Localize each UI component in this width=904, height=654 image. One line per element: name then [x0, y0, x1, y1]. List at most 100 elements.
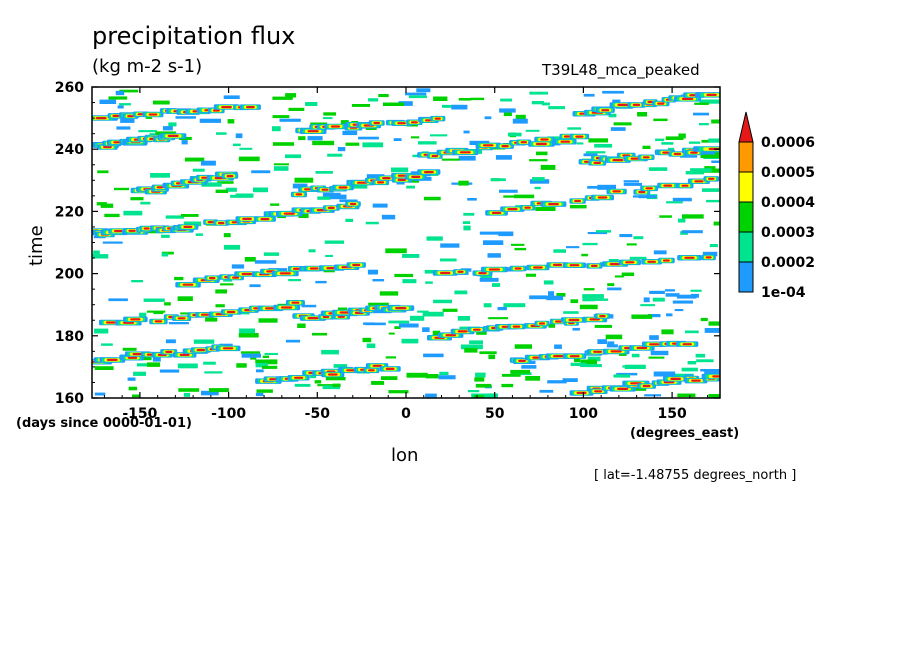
field-feature [593, 350, 602, 353]
field-speckle [292, 183, 308, 189]
field-speckle [422, 311, 444, 317]
field-speckle [193, 339, 215, 344]
field-speckle [394, 273, 414, 278]
field-speckle [301, 304, 317, 308]
field-feature [269, 378, 278, 381]
field-feature [553, 355, 564, 358]
field-speckle [626, 243, 637, 246]
field-speckle [216, 132, 227, 135]
field-speckle [101, 343, 113, 346]
field-speckle [483, 240, 504, 245]
field-speckle [529, 295, 548, 300]
field-speckle [288, 279, 301, 282]
field-speckle [165, 339, 176, 344]
field-speckle [181, 140, 188, 145]
field-speckle [709, 244, 718, 248]
field-speckle [499, 108, 516, 113]
field-speckle [668, 147, 675, 151]
field-feature [568, 318, 580, 322]
field-speckle [180, 214, 199, 217]
field-speckle [673, 373, 694, 379]
field-speckle [162, 126, 173, 131]
field-speckle [585, 151, 606, 154]
field-feature [130, 318, 141, 321]
field-speckle [548, 291, 554, 296]
field-speckle [138, 130, 157, 133]
field-feature [112, 114, 120, 117]
field-feature [647, 100, 654, 103]
field-speckle [644, 394, 662, 397]
field-feature [569, 355, 580, 358]
field-speckle [602, 90, 624, 94]
field-speckle [402, 254, 420, 258]
field-speckle [681, 367, 698, 372]
field-speckle [619, 234, 633, 238]
field-speckle [464, 348, 478, 353]
field-speckle [255, 359, 277, 364]
field-speckle [476, 330, 487, 335]
field-speckle [104, 213, 120, 218]
colorbar-label: 0.0003 [761, 225, 815, 241]
field-speckle [613, 374, 631, 378]
field-speckle [385, 248, 407, 254]
field-speckle [353, 184, 368, 189]
field-speckle [702, 188, 719, 192]
field-speckle [270, 203, 280, 206]
field-speckle [372, 279, 385, 282]
field-feature [520, 141, 527, 144]
field-feature [182, 283, 194, 286]
field-feature [625, 261, 635, 264]
field-speckle [195, 233, 203, 236]
field-speckle [223, 244, 241, 250]
field-speckle [367, 269, 378, 275]
field-feature [321, 188, 329, 191]
field-speckle [394, 326, 401, 329]
latitude-note: [ lat=-1.48755 degrees_north ] [594, 468, 797, 483]
field-feature [682, 343, 692, 346]
field-speckle [143, 298, 165, 302]
field-speckle [102, 241, 123, 244]
field-speckle [150, 173, 170, 178]
field-feature [95, 117, 107, 120]
field-speckle [700, 155, 720, 158]
field-feature [690, 151, 698, 154]
field-speckle [580, 364, 602, 368]
field-speckle [535, 151, 548, 156]
y-tick-label: 200 [55, 267, 84, 283]
field-feature [292, 267, 301, 270]
field-speckle [425, 374, 439, 379]
field-speckle [366, 343, 376, 349]
field-speckle [298, 213, 309, 218]
field-speckle [458, 98, 472, 101]
field-feature [201, 176, 209, 179]
field-speckle [230, 194, 252, 198]
field-feature [106, 358, 118, 361]
field-feature [281, 306, 293, 309]
field-feature [328, 373, 338, 376]
x-tick-label: 100 [569, 406, 598, 422]
field-speckle [652, 297, 665, 302]
field-speckle [621, 272, 635, 277]
field-speckle [501, 383, 514, 388]
field-feature [373, 121, 381, 125]
field-speckle [484, 116, 492, 120]
field-speckle [706, 199, 720, 203]
field-speckle [215, 304, 225, 308]
field-speckle [92, 254, 109, 259]
field-speckle [569, 204, 587, 209]
field-speckle [140, 356, 152, 361]
field-feature [207, 221, 214, 224]
field-feature [368, 369, 375, 372]
field-speckle [469, 340, 483, 345]
field-speckle [261, 365, 278, 369]
field-feature [208, 277, 216, 280]
colorbar: 1e-04 0.0002 0.0003 0.0004 0.0005 0.0006 [738, 111, 815, 301]
field-feature [563, 135, 571, 138]
field-speckle [462, 156, 474, 159]
field-feature [590, 264, 598, 267]
field-feature [478, 272, 487, 275]
field-speckle [312, 140, 335, 146]
field-feature [617, 387, 629, 390]
field-speckle [393, 138, 402, 141]
field-feature [663, 184, 673, 187]
